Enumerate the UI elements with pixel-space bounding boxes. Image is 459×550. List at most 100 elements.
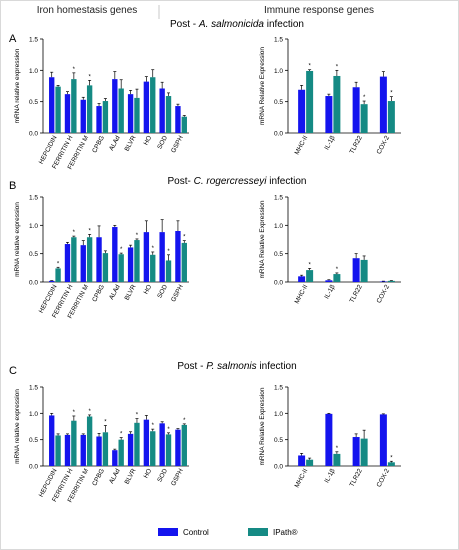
bar-control [80, 434, 86, 466]
bar-control [379, 281, 387, 282]
bar-control [143, 81, 150, 133]
bar-ipath [118, 439, 124, 466]
significance-marker: * [308, 262, 311, 268]
x-tick-label: HO [143, 135, 154, 147]
bar-control [175, 429, 181, 466]
bar-control [127, 247, 134, 282]
bar-control [80, 99, 86, 133]
significance-marker: * [73, 230, 76, 236]
bar-ipath [86, 85, 93, 133]
bar-control [96, 237, 102, 282]
panel-letter-A: A [9, 33, 17, 45]
bar-ipath [306, 70, 314, 133]
bar-ipath [102, 101, 109, 133]
bar-control [96, 106, 102, 133]
bar-ipath [360, 438, 368, 466]
bar-control [96, 436, 102, 466]
x-tick-label: IL-1β [323, 134, 336, 151]
significance-marker: * [336, 446, 339, 452]
bar-ipath [71, 420, 77, 466]
legend-label-control: Control [183, 528, 209, 537]
y-axis-label: mRNA Relative Expression [259, 200, 266, 278]
significance-marker: * [136, 413, 139, 419]
bar-control [325, 280, 333, 282]
y-tick-label: 0.0 [274, 464, 283, 471]
panel-letter-C: C [9, 365, 17, 377]
bar-ipath [360, 104, 368, 133]
chart-A-immune: 0.0 0.5 1.0 1.5 mRNA Relative Expression * MHC… [259, 37, 401, 156]
x-tick-label: ALAd [108, 467, 122, 485]
y-tick-label: 0.5 [29, 251, 38, 258]
y-tick-label: 0.5 [274, 437, 283, 444]
x-tick-label: SOD [156, 134, 169, 150]
x-tick-label: HO [143, 284, 154, 296]
significance-marker: * [136, 233, 139, 239]
significance-marker: * [390, 91, 393, 97]
significance-marker: * [167, 249, 170, 255]
bar-control [64, 434, 71, 466]
bar-ipath [333, 453, 341, 466]
y-tick-label: 0.0 [29, 131, 38, 138]
bar-control [298, 276, 306, 282]
bar-ipath [134, 240, 140, 282]
y-tick-label: 1.5 [274, 37, 283, 44]
bar-control [159, 88, 165, 133]
bar-control [352, 87, 360, 133]
bar-ipath [118, 254, 124, 282]
bar-ipath [165, 96, 172, 133]
bar-control [112, 450, 118, 466]
y-axis-label: mRNA relative expression [14, 202, 21, 277]
x-tick-label: ALAd [108, 283, 122, 301]
y-tick-label: 1.0 [274, 223, 283, 230]
bar-ipath [165, 260, 172, 282]
x-tick-label: TLR22 [349, 134, 365, 155]
significance-marker: * [363, 95, 366, 101]
bar-ipath [55, 268, 61, 282]
x-tick-label: GSPH [170, 283, 185, 303]
x-tick-label: SOD [156, 283, 169, 299]
x-tick-label: CPBG [91, 135, 106, 155]
bar-control [49, 77, 55, 133]
bar-control [143, 419, 150, 466]
bar-control [298, 89, 306, 133]
y-tick-label: 1.0 [274, 68, 283, 75]
bar-ipath [181, 242, 187, 282]
significance-marker: * [336, 64, 339, 70]
legend-label-ipath: IPath® [273, 528, 298, 537]
bar-control [49, 280, 55, 282]
bar-control [159, 423, 165, 466]
bar-control [143, 232, 150, 282]
bar-control [80, 245, 86, 282]
chart-C-immune: 0.0 0.5 1.0 1.5 mRNA Relative Expression MHC-… [259, 385, 401, 489]
x-tick-label: ALAd [108, 134, 122, 152]
significance-marker: * [152, 423, 155, 429]
bar-control [112, 79, 118, 133]
bar-control [298, 455, 306, 466]
x-tick-label: SOD [156, 467, 169, 483]
y-tick-label: 1.5 [29, 385, 38, 392]
bar-ipath [102, 432, 109, 466]
bar-control [379, 414, 387, 466]
x-tick-label: COX-2 [376, 467, 392, 488]
significance-marker: * [88, 228, 91, 234]
y-tick-label: 0.0 [29, 464, 38, 471]
significance-marker: * [308, 64, 311, 70]
bar-ipath [387, 101, 395, 133]
bar-ipath [333, 274, 341, 282]
y-tick-label: 0.0 [274, 131, 283, 138]
bar-control [112, 227, 118, 282]
y-tick-label: 1.5 [29, 195, 38, 202]
x-tick-label: MHC-II [294, 134, 310, 156]
bar-ipath [306, 270, 314, 282]
bar-ipath [71, 79, 77, 133]
bar-control [325, 413, 333, 466]
bar-ipath [118, 88, 124, 133]
y-tick-label: 0.5 [29, 437, 38, 444]
y-axis-label: mRNA relative expression [14, 48, 21, 123]
bar-ipath [360, 259, 368, 282]
legend-swatch-control [158, 528, 178, 536]
significance-marker: * [57, 261, 60, 267]
x-tick-label: BLVR [124, 283, 138, 301]
